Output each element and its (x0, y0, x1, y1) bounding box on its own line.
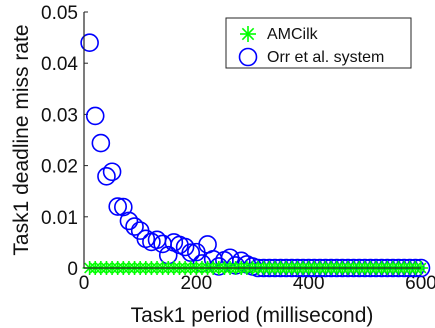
orr-data-point (91, 133, 111, 153)
x-axis-label: Task1 period (millisecond) (131, 304, 374, 327)
legend-marker-orr (238, 47, 258, 67)
orr-data-point (125, 217, 144, 236)
orr-data-point (85, 106, 105, 126)
orr-data-point (147, 230, 167, 250)
orr-data-point (102, 162, 122, 182)
y-tick-label: 0.05 (41, 3, 78, 24)
legend-marker-amcilk (240, 26, 256, 42)
y-tick-label: 0.04 (41, 54, 78, 75)
y-axis-label: Task1 deadline miss rate (10, 24, 33, 255)
marks-layer (80, 33, 431, 278)
legend-label-orr: Orr et al. system (267, 49, 384, 66)
x-tick-label: 600 (405, 273, 435, 294)
legend-asterisk-icon (240, 26, 256, 42)
orr-data-point (108, 197, 127, 216)
y-tick-label: 0 (67, 259, 78, 280)
ticks-layer: 0 200 400 600 0 0.01 0.02 0.03 0.04 0.05 (41, 3, 435, 294)
orr-data-point (97, 167, 116, 186)
orr-data-point (119, 211, 139, 231)
y-tick-label: 0.01 (41, 208, 78, 229)
y-tick-label: 0.03 (41, 105, 78, 126)
legend: AMCilk Orr et al. system (225, 17, 412, 69)
x-tick-label: 0 (79, 273, 90, 294)
legend-label-amcilk: AMCilk (267, 26, 319, 43)
x-tick-label: 400 (293, 273, 325, 294)
orr-data-point (80, 33, 99, 53)
axes-layer (83, 12, 421, 269)
legend-circle-icon (238, 47, 258, 67)
y-tick-label: 0.02 (41, 157, 78, 178)
orr-data-point (175, 237, 195, 257)
x-tick-label: 200 (180, 273, 212, 294)
